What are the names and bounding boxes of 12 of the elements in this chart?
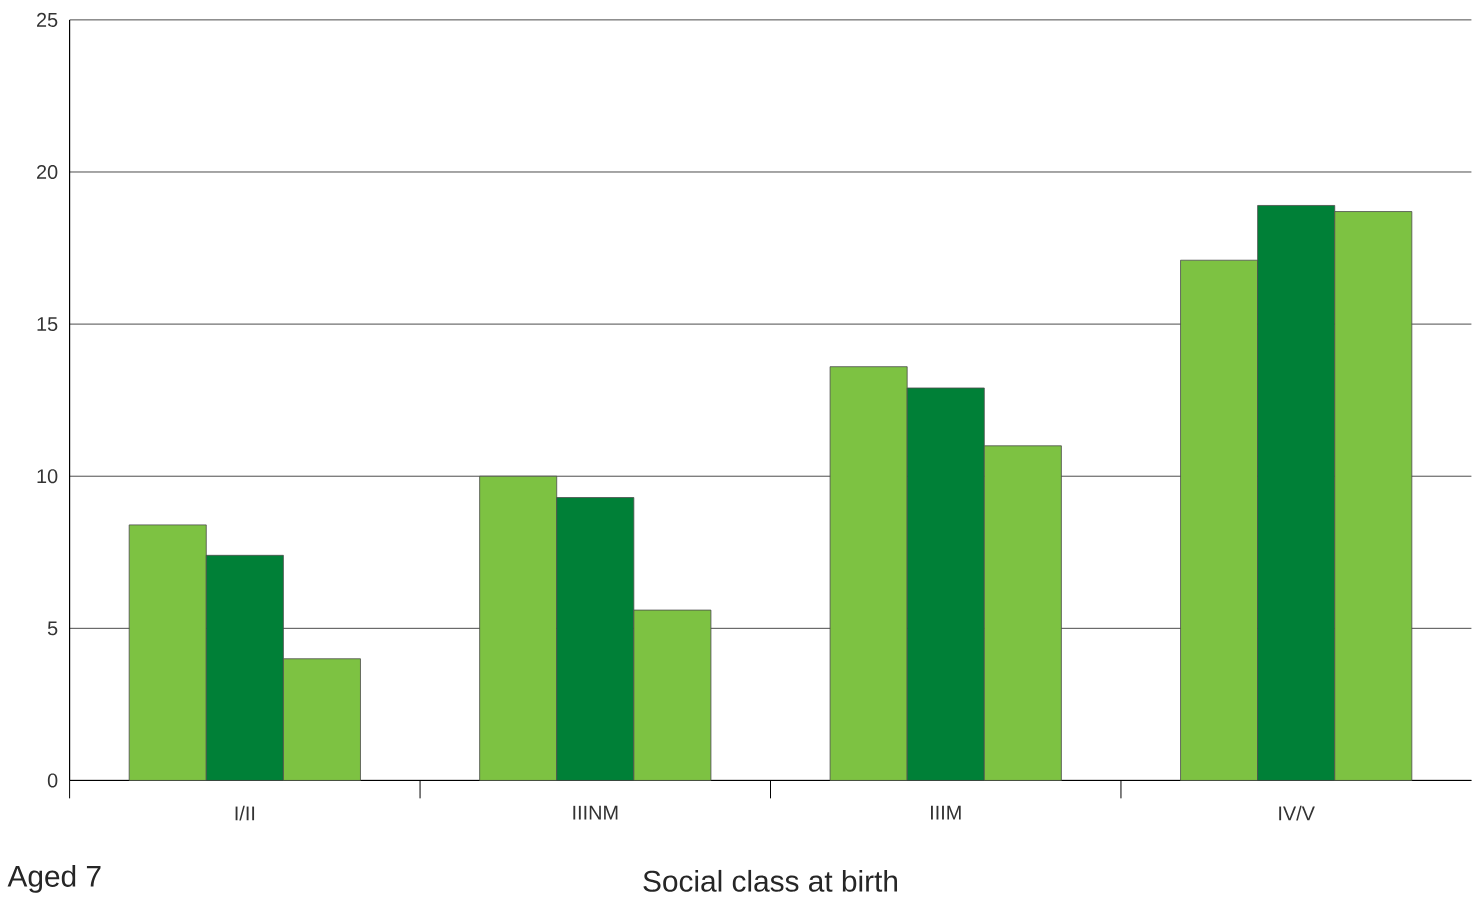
x-axis-title: Social class at birth <box>643 870 898 892</box>
text: Aged 7 <box>7 865 101 893</box>
x-tick-label: I/II <box>235 805 255 821</box>
x-tick-label: IIIM <box>931 805 961 820</box>
y-tick-label: 20 <box>37 165 58 180</box>
y-tick-label: 0 <box>47 773 58 788</box>
x-tick-label: IIINM <box>573 805 618 820</box>
y-tick-label: 25 <box>37 12 58 28</box>
y-tick-label: 15 <box>37 317 58 332</box>
x-tick-label: IV/V <box>1279 805 1315 821</box>
y-tick-label: 10 <box>37 469 58 484</box>
y-tick-label: 5 <box>47 621 58 636</box>
